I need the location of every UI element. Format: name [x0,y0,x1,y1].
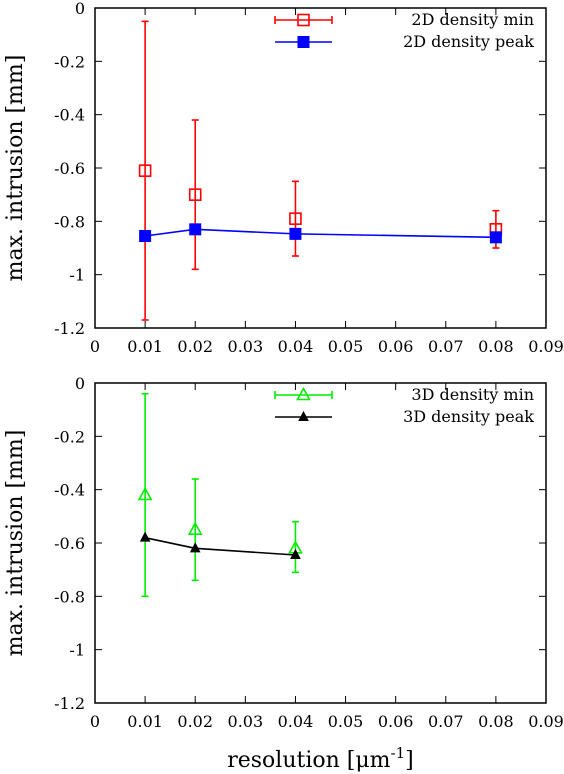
y-tick-label: -0.2 [54,52,85,71]
series-2d-density-min [138,20,503,321]
tick-marks [94,7,547,329]
x-tick-label: 0.03 [228,712,264,731]
legend-label: 3D density min [411,385,534,404]
legend-marker [297,36,310,48]
data-point [137,486,153,501]
series-2d-density-peak [139,223,502,244]
y-tick-label: -1.2 [54,694,85,713]
legend-entry: 3D density peak [275,407,534,426]
plot-frame [94,7,547,329]
legend-marker [297,13,310,27]
x-tick-label: 0.06 [378,337,414,356]
series-3d-density-min [137,392,303,598]
y-tick-label: -0.4 [54,481,85,500]
x-tick-label: 0.09 [528,712,564,731]
x-tick-label: 0.04 [278,337,314,356]
series-line [144,536,296,556]
data-point [139,230,152,242]
x-tick-label: 0.08 [478,337,514,356]
y-tick-label: -1.2 [54,319,85,338]
x-tick-label: 0.04 [278,712,314,731]
y-tick-label: -1 [69,641,85,660]
x-tick-label: 0.09 [528,337,564,356]
series-3d-density-peak [139,531,301,559]
legend-entry: 2D density min [274,10,534,29]
data-point [187,521,203,535]
y-axis-label: max. intrusion [mm] [3,55,28,282]
chart-panel-1: 0 0.01 0.02 0.03 0.04 0.05 0.06 0.07 0.08 0.09 0 -0… [3,0,564,356]
data-point [138,164,152,177]
x-tick-label: 0.06 [378,712,414,731]
data-point [489,231,502,244]
x-tick-label: 0.02 [177,337,213,356]
data-point [289,212,302,225]
x-tick-label: 0.01 [127,337,163,356]
y-axis-label: max. intrusion [mm] [3,430,28,657]
data-point [189,542,201,553]
legend-label: 2D density min [411,10,534,29]
chart-panel-2: 0 0.01 0.02 0.03 0.04 0.05 0.06 0.07 0.08 0.09 0 -0… [3,374,564,773]
x-tick-label: 0.03 [228,337,264,356]
data-point [289,227,302,240]
x-tick-label: 0 [90,712,100,731]
data-point [188,188,202,201]
legend-entry: 2D density peak [275,32,534,51]
x-tick-label: 0.05 [328,712,364,731]
y-tick-label: -0.8 [54,212,85,231]
x-tick-label: 0.07 [428,712,464,731]
data-point [139,531,151,542]
y-tick-label: 0 [75,0,85,18]
y-tick-label: -0.6 [54,534,85,553]
tick-marks [94,382,547,704]
legend-marker [298,410,309,421]
x-tick-label: 0.05 [328,337,364,356]
y-tick-label: 0 [75,374,85,393]
x-axis-label: resolution [μm-1] [227,744,414,773]
legend-label: 2D density peak [403,32,534,51]
y-tick-label: -0.4 [54,106,85,125]
y-tick-label: -1 [69,266,85,285]
data-point [290,548,301,559]
y-tick-label: -0.6 [54,159,85,178]
plot-frame [94,382,547,704]
legend-entry: 3D density min [274,385,534,404]
x-tick-label: 0.02 [177,712,213,731]
y-tick-label: -0.2 [54,427,85,446]
y-tick-label: -0.8 [54,587,85,606]
x-tick-label: 0.08 [478,712,514,731]
legend-marker [296,386,311,401]
legend-label: 3D density peak [403,407,534,426]
x-tick-label: 0.07 [428,337,464,356]
series-line [145,228,496,239]
x-tick-label: 0.01 [127,712,163,731]
x-tick-label: 0 [90,337,100,356]
data-point [189,223,202,236]
